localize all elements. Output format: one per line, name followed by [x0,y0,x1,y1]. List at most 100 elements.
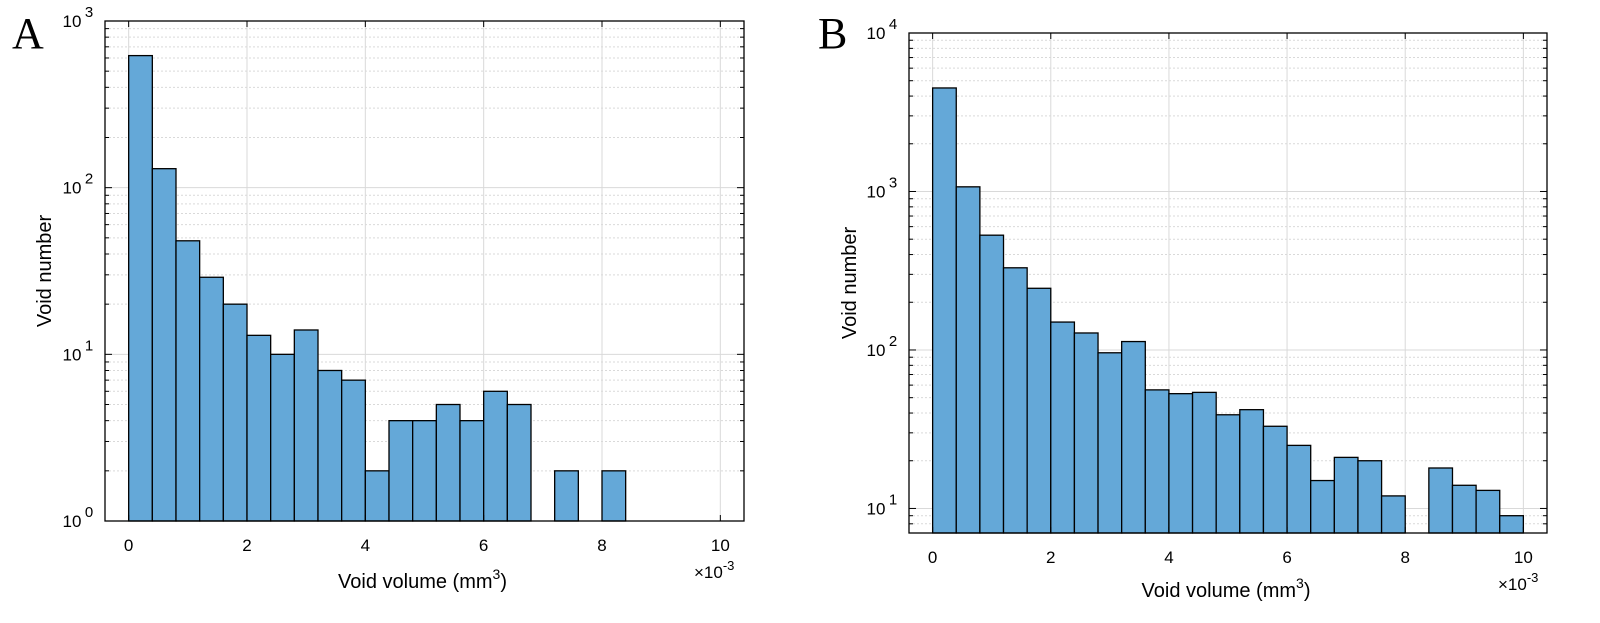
x-tick-label: 0 [124,536,133,555]
x-axis-title-main: Void volume (mm [338,571,493,593]
y-tick-exponent: 0 [85,504,93,521]
histogram-bar [1380,495,1406,534]
histogram-bar [1475,489,1501,534]
x-axis-title: Void volume (mm3) [1142,575,1311,602]
y-axis-title: Void number [839,227,861,340]
x-axis-title-main: Void volume (mm [1142,580,1297,602]
histogram-bar [1262,425,1288,534]
histogram-bar [459,420,485,522]
histogram-bar [151,168,177,522]
y-tick-label: 10 0 [63,504,94,531]
y-tick-base: 10 [63,512,82,531]
y-tick-base: 10 [867,499,886,518]
y-tick-exponent: 1 [85,337,93,354]
x-tick-label: 8 [1400,548,1409,567]
histogram-bar [293,329,319,522]
histogram-bar [483,390,508,522]
histogram-bar [317,369,343,522]
histogram-bar [1144,389,1170,534]
x-tick-label: 6 [1282,548,1291,567]
histogram-bar [1073,332,1099,534]
y-tick-label: 10 4 [867,16,898,43]
y-tick-exponent: 2 [85,171,93,188]
histogram-bar [1428,467,1454,534]
histogram-bar [1050,321,1076,534]
histogram-bar [979,234,1005,534]
y-tick-label: 10 3 [63,4,94,31]
histogram-bar [222,303,248,522]
histogram-bar [1239,409,1265,534]
x-tick-label: 2 [1046,548,1055,567]
y-tick-base: 10 [867,182,886,201]
x-tick-label: 10 [1514,548,1533,567]
y-tick-base: 10 [63,345,82,364]
histogram-bar [601,470,627,522]
histogram-bar [199,276,224,522]
histogram-bar [1451,484,1477,534]
bars [931,87,1525,534]
histogram-bar [435,403,461,522]
histogram-bar [128,54,153,522]
x-tick-label: 10 [711,536,730,555]
histogram-bar [412,420,437,522]
histogram-bar [1191,391,1217,534]
y-tick-base: 10 [867,24,886,43]
panel-letter: B [818,9,847,58]
y-tick-base: 10 [63,12,82,31]
y-tick-label: 10 3 [867,174,898,201]
x-axis-ticks: 0 2 4 6 8 10 [124,21,730,555]
histogram-bar [1097,352,1123,534]
y-tick-exponent: 4 [889,16,897,33]
y-tick-base: 10 [867,341,886,360]
y-tick-exponent: 1 [889,491,897,508]
histogram-bar [554,470,579,522]
y-tick-label: 10 2 [867,333,898,360]
y-tick-label: 10 1 [63,337,94,364]
histogram-bar [175,240,201,522]
x-axis-title-suffix: ) [500,571,507,593]
panel-letter: A [12,9,44,58]
y-tick-exponent: 3 [889,174,897,191]
axes-frame [908,32,1548,534]
x-tick-label: 2 [242,536,251,555]
histogram-bar [1499,515,1525,534]
histogram-bar [341,379,366,522]
x-tick-label: 6 [479,536,488,555]
x-multiplier-exponent: -3 [723,558,735,573]
histogram-bar [246,334,272,522]
y-tick-base: 10 [63,179,82,198]
histogram-bar [1215,414,1241,534]
x-multiplier-exponent: -3 [1527,570,1539,585]
histogram-bar [955,186,981,534]
x-tick-label: 8 [597,536,606,555]
x-tick-label: 4 [1164,548,1173,567]
histogram-bar [1357,460,1383,534]
histogram-bar [1168,393,1194,534]
histogram-bar [388,420,414,522]
histogram-bar [506,403,532,522]
x-axis-title-superscript: 3 [493,566,501,582]
histogram-bar [1026,287,1052,534]
histogram-bar [1333,456,1359,534]
histogram-bar [364,470,390,522]
histogram-bar [1002,267,1028,534]
x-multiplier-base: ×10 [1498,575,1527,594]
x-axis-ticks: 0 2 4 6 8 10 [928,33,1533,567]
histogram-bar [1310,479,1335,534]
histogram-bar [931,87,957,534]
x-axis-title: Void volume (mm3) [338,566,507,593]
histogram-bar [1286,444,1312,534]
y-tick-label: 10 1 [867,491,898,518]
x-tick-label: 0 [928,548,937,567]
y-tick-label: 10 2 [63,171,94,198]
x-axis-title-suffix: ) [1304,580,1311,602]
y-tick-exponent: 2 [889,333,897,350]
histogram-bar [270,353,295,522]
grid [105,21,744,522]
x-axis-title-superscript: 3 [1296,575,1304,591]
